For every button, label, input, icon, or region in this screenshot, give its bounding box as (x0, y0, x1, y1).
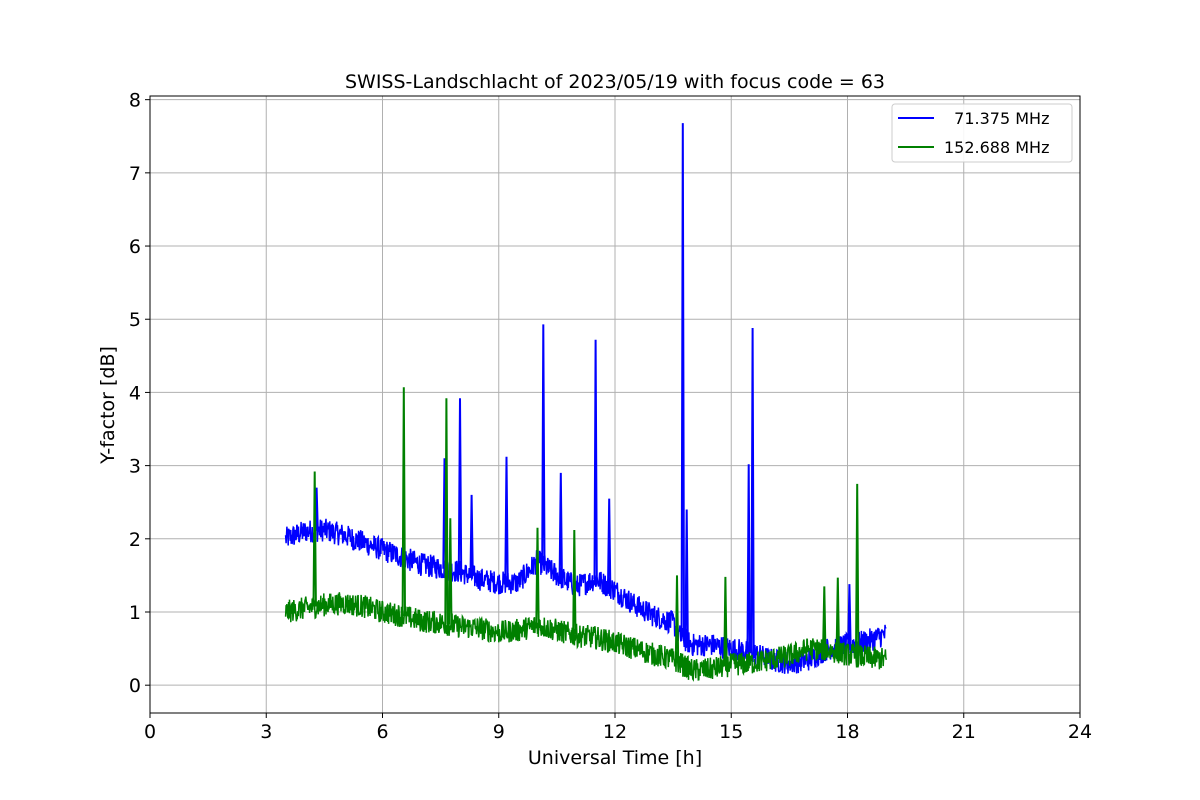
y-tick-label: 5 (129, 309, 141, 331)
y-axis-label: Y-factor [dB] (97, 346, 119, 465)
series-spike-1 (822, 586, 827, 650)
x-tick-label: 18 (835, 721, 859, 743)
series-spike-0 (541, 324, 546, 566)
series-spike-0 (558, 472, 563, 578)
y-tick-label: 0 (129, 675, 141, 697)
x-tick-label: 24 (1068, 721, 1092, 743)
series-spike-1 (835, 577, 840, 653)
legend-label-152mhz: 152.688 MHz (944, 138, 1049, 157)
series-spike-0 (684, 509, 689, 642)
series-spike-0 (847, 584, 852, 645)
series-layer (284, 123, 888, 682)
series-spike-0 (607, 498, 612, 587)
series-spike-0 (680, 123, 685, 639)
series-spike-0 (457, 398, 463, 572)
series-spike-0 (746, 464, 751, 652)
x-axis-label: Universal Time [h] (528, 747, 702, 769)
series-spike-0 (469, 494, 474, 577)
series-spike-1 (448, 518, 453, 625)
x-tick-label: 9 (493, 721, 505, 743)
series-spike-1 (444, 398, 449, 625)
legend-box (891, 103, 1073, 163)
x-tick-label: 15 (719, 721, 743, 743)
y-tick-label: 2 (129, 529, 141, 551)
x-tick-label: 12 (603, 721, 627, 743)
series-spike-1 (535, 527, 540, 626)
series-spike-0 (504, 456, 509, 583)
series-spike-1 (401, 387, 406, 617)
legend: 71.375 MHz 152.688 MHz (891, 103, 1073, 163)
x-tick-label: 21 (952, 721, 976, 743)
y-tick-label: 4 (129, 382, 141, 404)
y-tick-label: 7 (129, 163, 141, 185)
legend-label-71mhz: 71.375 MHz (944, 109, 1049, 128)
y-tick-label: 3 (129, 456, 141, 478)
series-spike-1 (674, 575, 680, 662)
x-tick-label: 3 (260, 721, 272, 743)
series-spike-1 (572, 529, 577, 635)
series-spike-1 (312, 471, 317, 607)
y-tick-label: 6 (129, 236, 141, 258)
series-spike-0 (593, 339, 598, 580)
series-line-1 (284, 592, 888, 682)
series-spike-0 (750, 327, 755, 654)
y-tick-label: 8 (129, 90, 141, 112)
x-tick-label: 6 (376, 721, 388, 743)
y-tick-label: 1 (129, 602, 141, 624)
chart-title: SWISS-Landschlacht of 2023/05/19 with fo… (345, 71, 885, 93)
series-spike-1 (855, 483, 860, 656)
x-tick-label: 0 (144, 721, 156, 743)
series-spike-1 (723, 576, 728, 667)
